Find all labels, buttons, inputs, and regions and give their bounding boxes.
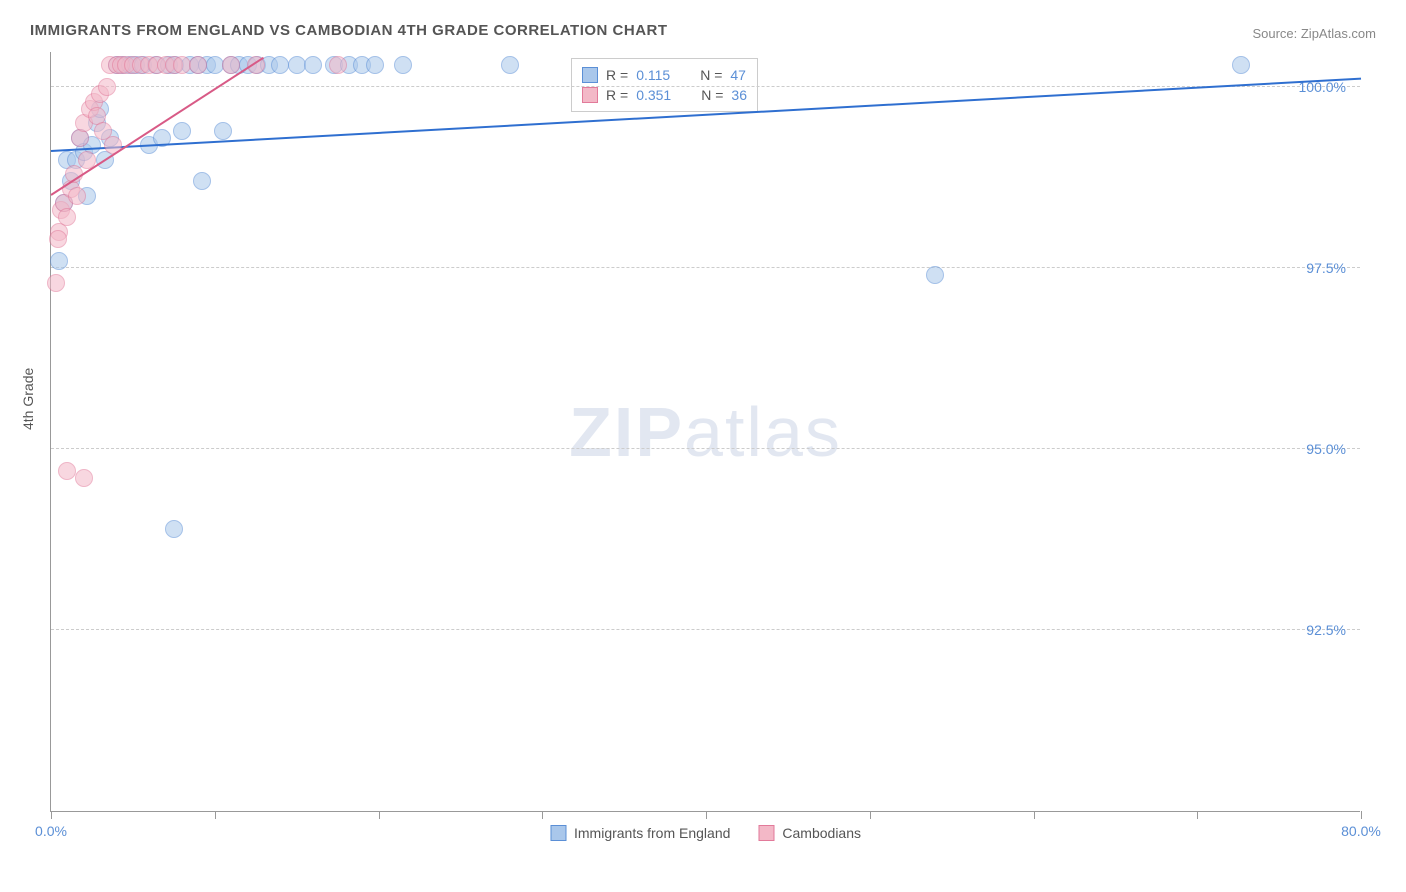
watermark-atlas: atlas [684, 393, 842, 471]
point-cambodian [68, 187, 86, 205]
point-england [1232, 56, 1250, 74]
stats-box: R = 0.115 N = 47 R = 0.351 N = 36 [571, 58, 758, 112]
stats-r-value: 0.351 [636, 87, 671, 103]
point-cambodian [58, 208, 76, 226]
chart-title: IMMIGRANTS FROM ENGLAND VS CAMBODIAN 4TH… [30, 22, 668, 39]
source-value: ZipAtlas.com [1301, 26, 1376, 41]
stats-n-label: N = [701, 87, 723, 103]
point-cambodian [329, 56, 347, 74]
legend-label-england: Immigrants from England [574, 825, 730, 841]
point-england [304, 56, 322, 74]
stats-n-value: 47 [730, 67, 746, 83]
watermark: ZIPatlas [569, 392, 842, 472]
y-gridline [51, 629, 1360, 630]
x-tick [1197, 811, 1198, 819]
y-tick-label: 97.5% [1306, 260, 1346, 276]
x-tick-label: 80.0% [1341, 823, 1381, 839]
legend-bottom: Immigrants from England Cambodians [550, 825, 861, 841]
y-tick-label: 95.0% [1306, 441, 1346, 457]
stats-r-label: R = [606, 87, 628, 103]
x-tick [706, 811, 707, 819]
source-label: Source: [1252, 26, 1300, 41]
x-tick [379, 811, 380, 819]
x-tick [215, 811, 216, 819]
point-cambodian [58, 462, 76, 480]
stats-swatch [582, 67, 598, 83]
point-england [206, 56, 224, 74]
point-cambodian [75, 469, 93, 487]
point-england [366, 56, 384, 74]
point-england [288, 56, 306, 74]
legend-swatch-cambodians [758, 825, 774, 841]
y-gridline [51, 448, 1360, 449]
plot-area: ZIPatlas R = 0.115N = 47R = 0.351N = 36 … [50, 52, 1360, 812]
point-england [165, 520, 183, 538]
point-england [926, 266, 944, 284]
point-cambodian [173, 56, 191, 74]
x-tick [542, 811, 543, 819]
legend-swatch-england [550, 825, 566, 841]
point-england [193, 172, 211, 190]
point-cambodian [47, 274, 65, 292]
point-england [173, 122, 191, 140]
point-england [50, 252, 68, 270]
legend-label-cambodians: Cambodians [782, 825, 861, 841]
point-cambodian [49, 230, 67, 248]
y-tick-label: 92.5% [1306, 622, 1346, 638]
point-cambodian [98, 78, 116, 96]
point-england [214, 122, 232, 140]
legend-item-cambodians: Cambodians [758, 825, 861, 841]
stats-r-value: 0.115 [636, 67, 670, 83]
stats-n-value: 36 [731, 87, 747, 103]
stats-n-label: N = [700, 67, 722, 83]
point-england [271, 56, 289, 74]
stats-r-label: R = [606, 67, 628, 83]
watermark-zip: ZIP [569, 393, 684, 471]
x-tick [870, 811, 871, 819]
y-axis-label: 4th Grade [20, 368, 36, 430]
point-england [394, 56, 412, 74]
y-gridline [51, 86, 1360, 87]
stats-row: R = 0.351 N = 36 [582, 85, 747, 105]
x-tick [51, 811, 52, 819]
stats-swatch [582, 87, 598, 103]
x-tick-label: 0.0% [35, 823, 67, 839]
x-tick [1034, 811, 1035, 819]
y-gridline [51, 267, 1360, 268]
x-tick [1361, 811, 1362, 819]
legend-item-england: Immigrants from England [550, 825, 730, 841]
point-cambodian [189, 56, 207, 74]
stats-row: R = 0.115 N = 47 [582, 65, 747, 85]
point-england [501, 56, 519, 74]
source-line: Source: ZipAtlas.com [1252, 26, 1376, 41]
